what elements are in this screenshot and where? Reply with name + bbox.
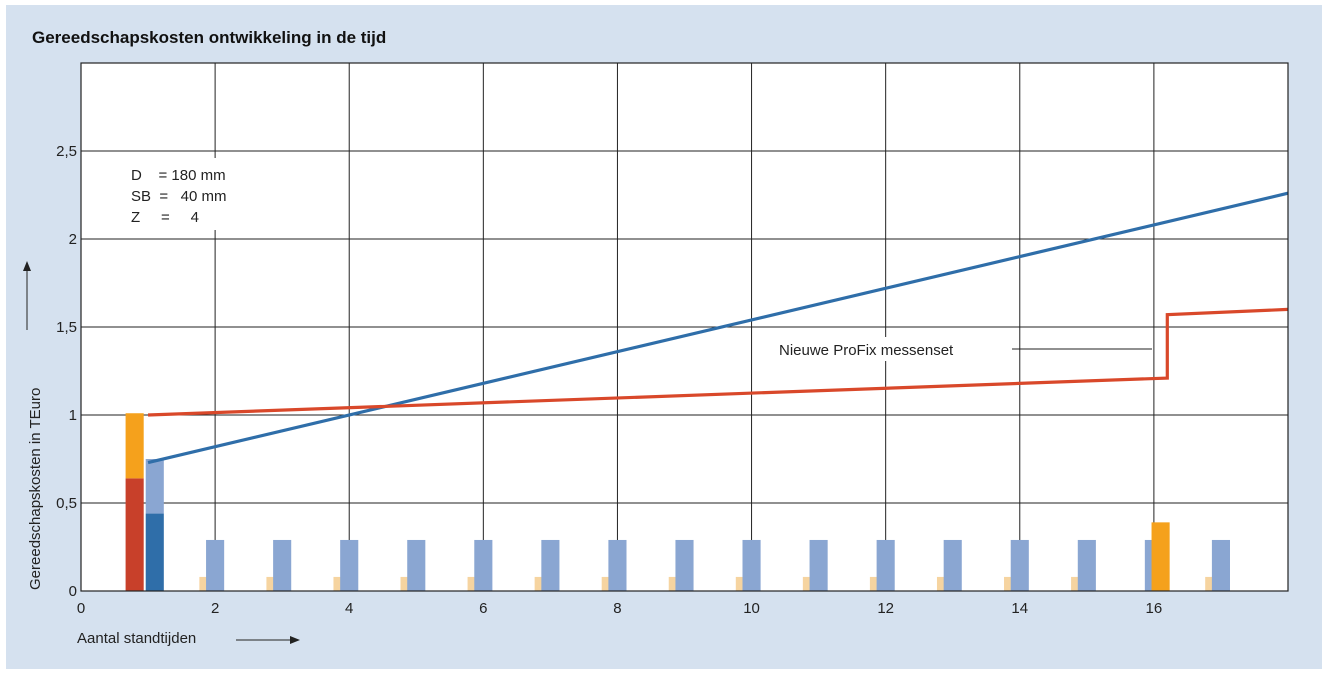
- param-sb: SB = 40 mm: [131, 188, 226, 205]
- bar-light-blue: [809, 539, 828, 591]
- bar-light-blue: [206, 539, 225, 591]
- x-tick-label: 10: [743, 600, 760, 617]
- x-tick-label: 8: [613, 600, 621, 617]
- bars: [125, 413, 1230, 591]
- bar-light-blue: [273, 539, 292, 591]
- y-tick-label: 1: [69, 407, 77, 424]
- bar-light-blue: [541, 539, 560, 591]
- bar-light-blue: [675, 539, 694, 591]
- bar-light-blue: [474, 539, 493, 591]
- y-tick-label: 2: [69, 231, 77, 248]
- bar-light-blue: [407, 539, 426, 591]
- callout-background: [772, 337, 1014, 361]
- y-tick-label: 1,5: [56, 319, 77, 336]
- x-tick-label: 2: [211, 600, 219, 617]
- callout-label: Nieuwe ProFix messenset: [779, 342, 954, 359]
- bar-light-blue: [340, 539, 359, 591]
- x-tick-label: 0: [77, 600, 85, 617]
- param-z: Z = 4: [131, 209, 199, 226]
- bar-orange-replacement: [1151, 522, 1170, 591]
- y-axis-label: Gereedschapskosten in TEuro: [27, 388, 44, 590]
- bar-light-blue: [742, 539, 761, 591]
- x-axis-arrow: [236, 636, 300, 644]
- params-background: [118, 158, 268, 230]
- lines: [147, 191, 1289, 465]
- series-line-blue: [147, 191, 1289, 465]
- x-tick-label: 4: [345, 600, 353, 617]
- bar-light-blue: [1211, 539, 1230, 591]
- x-tick-label: 12: [877, 600, 894, 617]
- tick-labels: 0 2 4 6 8 10 12 14 16 0 0,5 1 1,5 2 2,5: [56, 143, 1162, 617]
- stacked-bar-0-segment: [125, 478, 144, 591]
- plot-frame: [80, 62, 1289, 592]
- param-d: D = 180 mm: [131, 167, 226, 184]
- y-tick-label: 0,5: [56, 495, 77, 512]
- stacked-bar-1-segment: [145, 513, 164, 591]
- grid: [81, 63, 1288, 591]
- y-tick-label: 2,5: [56, 143, 77, 160]
- y-axis-arrow: [23, 261, 31, 330]
- bar-light-blue: [608, 539, 627, 591]
- x-tick-label: 16: [1146, 600, 1163, 617]
- callout: Nieuwe ProFix messenset: [772, 337, 1152, 361]
- bar-light-blue: [1010, 539, 1029, 591]
- y-tick-label: 0: [69, 583, 77, 600]
- series-line-red: [147, 307, 1289, 417]
- x-axis-label: Aantal standtijden: [77, 630, 196, 647]
- stacked-bar-0-segment: [125, 413, 144, 479]
- stacked-bar-1-segment: [145, 459, 164, 514]
- x-tick-label: 6: [479, 600, 487, 617]
- bar-light-blue: [943, 539, 962, 591]
- bar-light-blue: [1077, 539, 1096, 591]
- params-box: D = 180 mm SB = 40 mm Z = 4: [118, 158, 268, 230]
- bar-light-blue: [876, 539, 895, 591]
- chart-title: Gereedschapskosten ontwikkeling in de ti…: [32, 28, 387, 47]
- x-tick-label: 14: [1011, 600, 1028, 617]
